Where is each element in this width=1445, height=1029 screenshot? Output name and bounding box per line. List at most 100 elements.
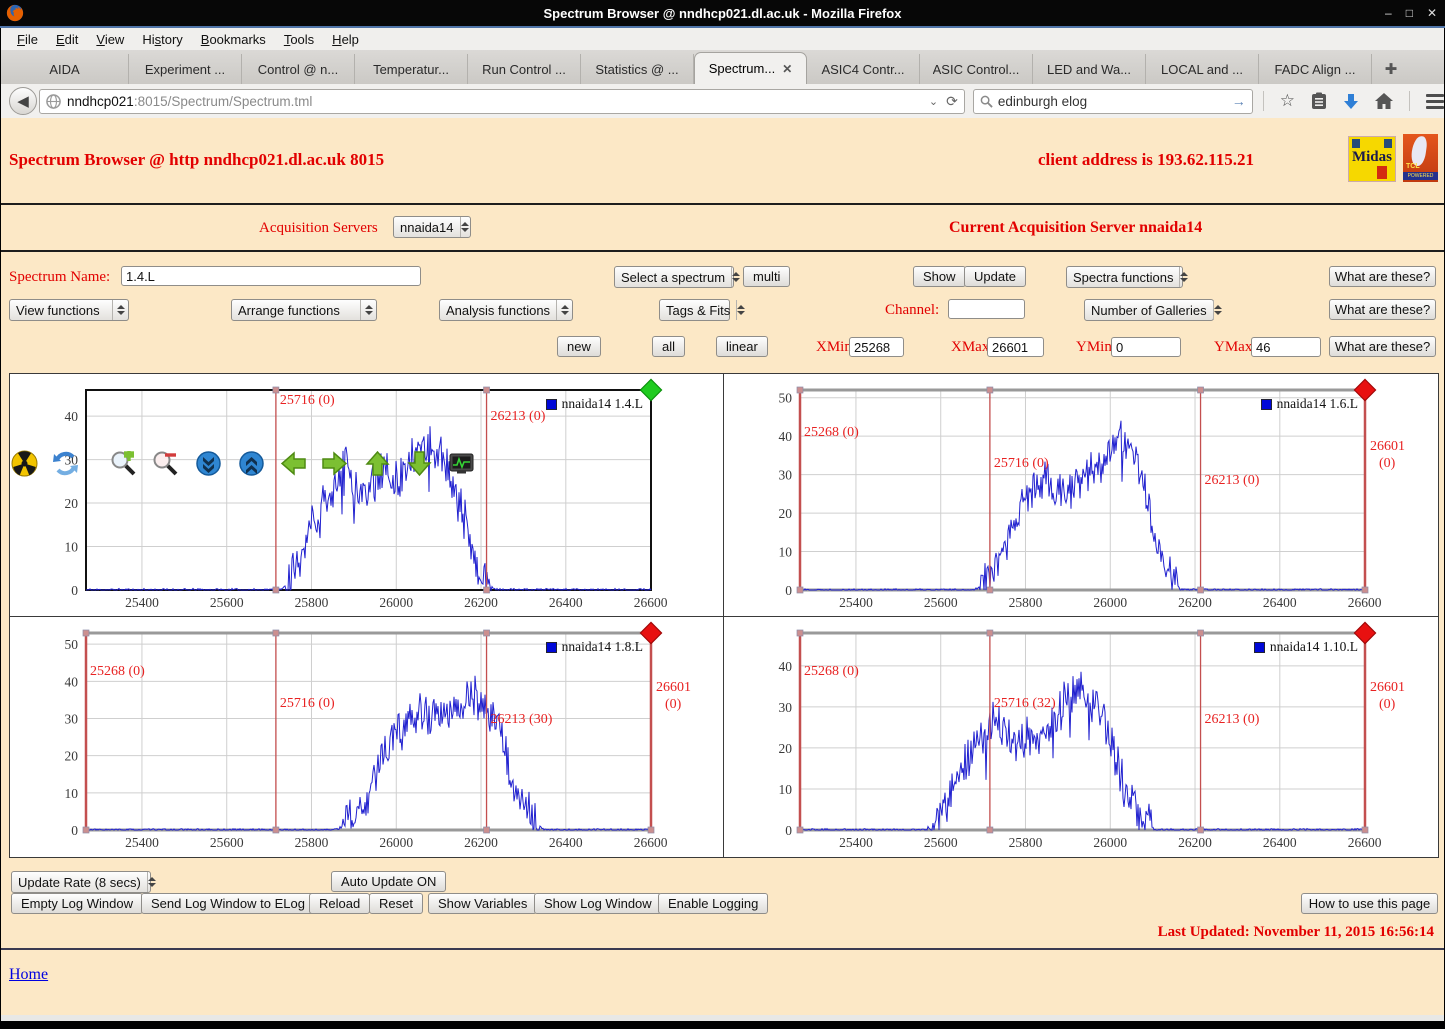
svg-text:26213 (0): 26213 (0) (491, 409, 546, 424)
browser-tab-run-control[interactable]: Run Control ... (468, 54, 581, 84)
tags-fits-dropdown[interactable]: Tags & Fits (659, 299, 730, 321)
spectrum-panel-nnaida14-1-10-l[interactable]: 0102030402540025600258002600026200264002… (724, 617, 1438, 857)
update-button[interactable]: Update (964, 266, 1026, 287)
browser-tab-spectrum[interactable]: Spectrum...✕ (694, 52, 807, 84)
how-to-use-button[interactable]: How to use this page (1301, 893, 1438, 914)
acquisition-server-select[interactable]: nnaida14 (393, 216, 471, 238)
svg-text:50: 50 (779, 391, 793, 406)
spectrum-panel-nnaida14-1-8-l[interactable]: 0102030405025400256002580026000262002640… (10, 617, 724, 857)
browser-tab-temperatur[interactable]: Temperatur... (355, 54, 468, 84)
search-input[interactable]: edinburgh elog → (973, 89, 1253, 114)
divider (1, 203, 1444, 205)
update-rate-dropdown[interactable]: Update Rate (8 secs) (11, 871, 151, 893)
display-icon[interactable] (448, 450, 475, 477)
browser-tab-asic4-contr[interactable]: ASIC4 Contr... (807, 54, 920, 84)
url-dropdown-icon[interactable]: ⌄ (929, 95, 938, 108)
arrange-functions-dropdown[interactable]: Arrange functions (231, 299, 377, 321)
minimize-button[interactable]: – (1385, 6, 1392, 20)
home-link[interactable]: Home (9, 966, 48, 984)
multi-button[interactable]: multi (743, 266, 790, 287)
xmax-input[interactable]: 26601 (987, 337, 1044, 357)
spectrum-panel-nnaida14-1-6-l[interactable]: 0102030405025400256002580026000262002640… (724, 374, 1438, 617)
tab-close-icon[interactable]: ✕ (782, 62, 792, 76)
svg-text:20: 20 (65, 496, 79, 511)
browser-tab-control-n[interactable]: Control @ n... (242, 54, 355, 84)
bookmark-star-icon[interactable]: ☆ (1280, 91, 1295, 111)
spectrum-name-input[interactable]: 1.4.L (121, 266, 421, 286)
search-go-icon[interactable]: → (1232, 93, 1246, 109)
svg-text:26000: 26000 (379, 835, 413, 850)
enable-logging-button[interactable]: Enable Logging (658, 893, 768, 914)
what-are-these-button-2[interactable]: What are these? (1329, 299, 1436, 320)
browser-tab-experiment[interactable]: Experiment ... (129, 54, 242, 84)
svg-text:40: 40 (65, 674, 79, 689)
svg-text:26213 (0): 26213 (0) (1205, 473, 1260, 488)
svg-text:26400: 26400 (549, 835, 583, 850)
xmin-input[interactable]: 25268 (849, 337, 904, 357)
zoom-out-icon[interactable] (152, 450, 179, 477)
maximize-button[interactable]: □ (1406, 6, 1413, 20)
browser-tab-statistics[interactable]: Statistics @ ... (581, 54, 694, 84)
svg-text:25268 (0): 25268 (0) (804, 664, 859, 679)
browser-tab-local-and[interactable]: LOCAL and ... (1146, 54, 1259, 84)
browser-tab-led-and-wa[interactable]: LED and Wa... (1033, 54, 1146, 84)
show-log-window-button[interactable]: Show Log Window (534, 893, 662, 914)
show-button[interactable]: Show (913, 266, 966, 287)
auto-update-button[interactable]: Auto Update ON (331, 871, 446, 892)
channel-input[interactable] (948, 299, 1025, 319)
globe-icon (46, 94, 61, 109)
spectrum-panel-nnaida14-1-4-l[interactable]: 0102030402540025600258002600026200264002… (10, 374, 724, 617)
send-log-to-elog-button[interactable]: Send Log Window to ELog (141, 893, 315, 914)
new-tab-button[interactable]: ✚ (1376, 57, 1406, 81)
svg-text:10: 10 (779, 545, 793, 560)
ymin-input[interactable]: 0 (1111, 337, 1181, 357)
what-are-these-button-1[interactable]: What are these? (1329, 266, 1436, 287)
analysis-functions-dropdown[interactable]: Analysis functions (439, 299, 573, 321)
linear-button[interactable]: linear (716, 336, 768, 357)
browser-tab-fadc-align[interactable]: FADC Align ... (1259, 54, 1372, 84)
select-spectrum-dropdown[interactable]: Select a spectrum (614, 266, 734, 288)
what-are-these-button-3[interactable]: What are these? (1329, 336, 1436, 357)
browser-tab-aida[interactable]: AIDA (1, 54, 129, 84)
menu-bookmarks[interactable]: Bookmarks (193, 30, 274, 49)
radiation-icon[interactable] (11, 450, 38, 477)
menu-icon[interactable] (1426, 91, 1444, 112)
menu-tools[interactable]: Tools (276, 30, 322, 49)
download-icon[interactable] (1343, 93, 1359, 110)
scroll-up-icon[interactable] (238, 450, 265, 477)
refresh-icon[interactable] (52, 450, 79, 477)
browser-tab-asic-control[interactable]: ASIC Control... (920, 54, 1033, 84)
menu-history[interactable]: History (134, 30, 190, 49)
menu-view[interactable]: View (88, 30, 132, 49)
svg-text:25716 (0): 25716 (0) (280, 393, 335, 408)
view-functions-dropdown[interactable]: View functions (9, 299, 129, 321)
menu-help[interactable]: Help (324, 30, 367, 49)
zoom-in-icon[interactable] (110, 450, 137, 477)
menu-file[interactable]: File (9, 30, 46, 49)
empty-log-window-button[interactable]: Empty Log Window (11, 893, 143, 914)
svg-text:10: 10 (779, 782, 793, 797)
all-button[interactable]: all (652, 336, 685, 357)
ymax-input[interactable]: 46 (1251, 337, 1321, 357)
home-icon[interactable] (1375, 93, 1393, 109)
arrow-right-icon[interactable] (321, 450, 348, 477)
spectra-functions-dropdown[interactable]: Spectra functions (1066, 266, 1183, 288)
number-of-galleries-dropdown[interactable]: Number of Galleries (1084, 299, 1214, 321)
url-bar[interactable]: nndhcp021:8015/Spectrum/Spectrum.tml ⌄ ⟳ (39, 89, 965, 114)
back-button[interactable]: ◀ (9, 87, 37, 115)
svg-text:25268 (0): 25268 (0) (804, 425, 859, 440)
menu-edit[interactable]: Edit (48, 30, 86, 49)
new-button[interactable]: new (557, 336, 601, 357)
show-variables-button[interactable]: Show Variables (428, 893, 537, 914)
svg-text:26600: 26600 (1348, 835, 1382, 850)
reset-button[interactable]: Reset (369, 893, 423, 914)
reload-icon[interactable]: ⟳ (946, 93, 958, 110)
close-button[interactable]: ✕ (1427, 6, 1437, 20)
clipboard-icon[interactable] (1311, 92, 1327, 110)
scroll-down-icon[interactable] (195, 450, 222, 477)
arrow-left-icon[interactable] (280, 450, 307, 477)
arrow-down-icon[interactable] (406, 450, 433, 477)
arrow-up-icon[interactable] (364, 450, 391, 477)
reload-button[interactable]: Reload (309, 893, 370, 914)
legend-label: nnaida14 1.10.L (1270, 639, 1358, 655)
